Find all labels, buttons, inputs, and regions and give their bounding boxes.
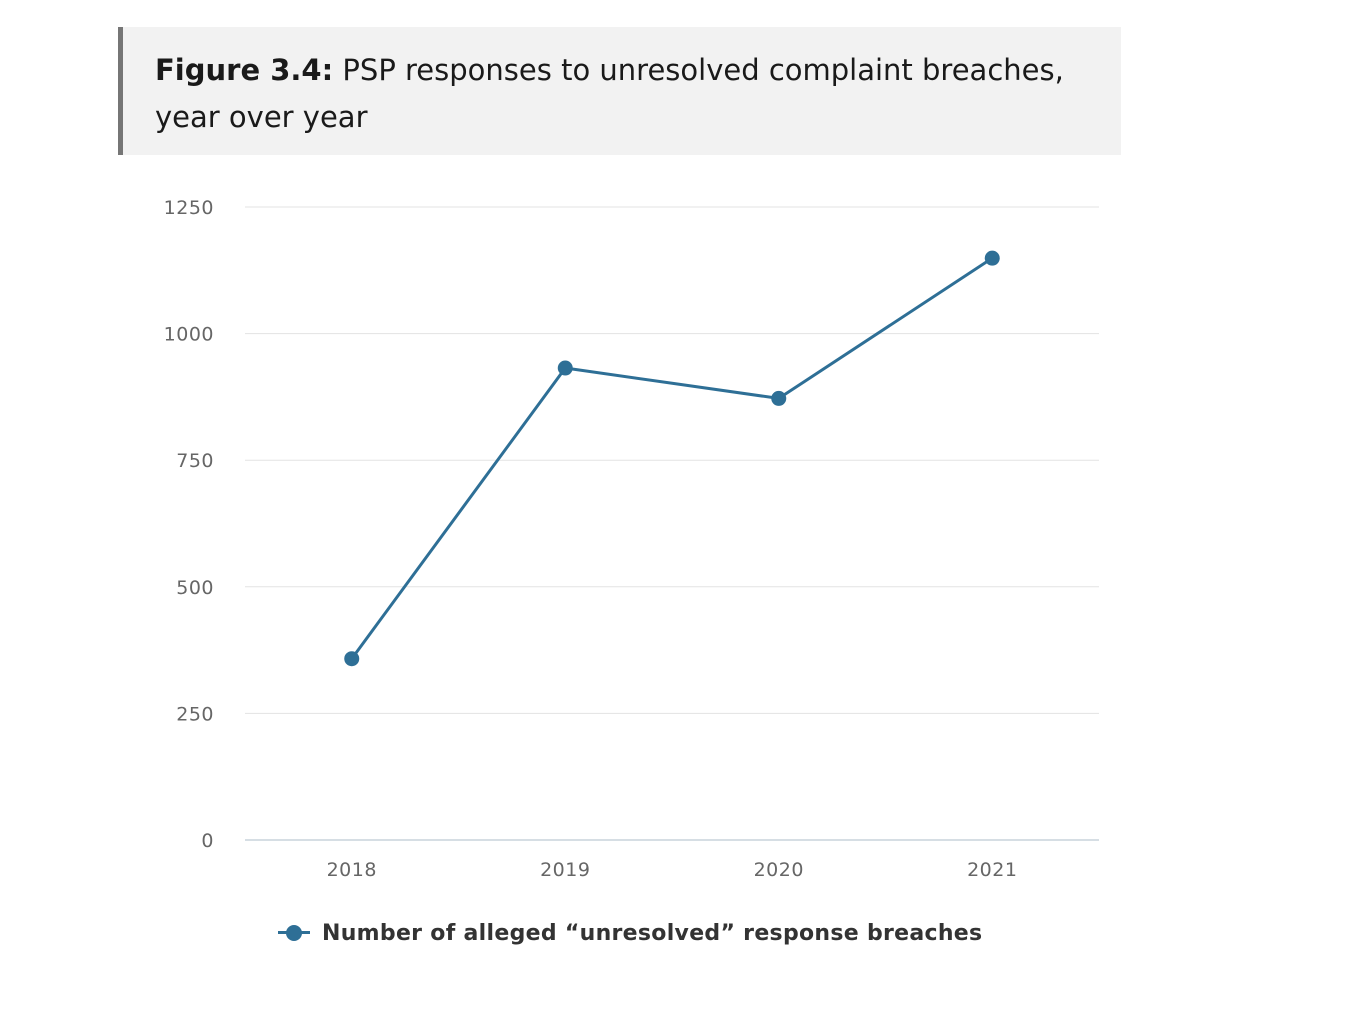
- x-axis-ticks: 2018 2019 2020 2021: [327, 859, 1017, 881]
- data-point[interactable]: [984, 250, 1000, 266]
- figure-title-text: PSP responses to unresolved complaint br…: [155, 53, 1064, 134]
- figure-label: Figure 3.4:: [155, 53, 334, 87]
- figure-header: Figure 3.4: PSP responses to unresolved …: [118, 27, 1121, 155]
- x-tick-label: 2019: [540, 859, 590, 881]
- y-tick-label: 500: [176, 577, 214, 599]
- line-dot-marker-icon: [278, 916, 310, 950]
- y-tick-label: 750: [176, 450, 214, 472]
- x-tick-label: 2018: [327, 859, 377, 881]
- data-point[interactable]: [771, 390, 787, 406]
- grid-lines: [245, 206, 1099, 841]
- figure-title: Figure 3.4: PSP responses to unresolved …: [155, 47, 1091, 141]
- data-point[interactable]: [344, 651, 360, 667]
- y-tick-label: 1000: [164, 324, 214, 346]
- data-point[interactable]: [557, 360, 573, 376]
- x-tick-label: 2021: [967, 859, 1017, 881]
- series-line: [350, 256, 994, 661]
- series-layer: [344, 250, 1000, 667]
- chart-legend[interactable]: Number of alleged “unresolved” response …: [278, 916, 982, 950]
- y-tick-label: 1250: [164, 197, 214, 219]
- x-tick-label: 2020: [754, 859, 804, 881]
- y-tick-label: 250: [176, 703, 214, 725]
- legend-label: Number of alleged “unresolved” response …: [322, 920, 983, 946]
- y-axis-ticks: 0 250 500 750 1000 1250: [164, 197, 214, 852]
- y-tick-label: 0: [201, 830, 214, 852]
